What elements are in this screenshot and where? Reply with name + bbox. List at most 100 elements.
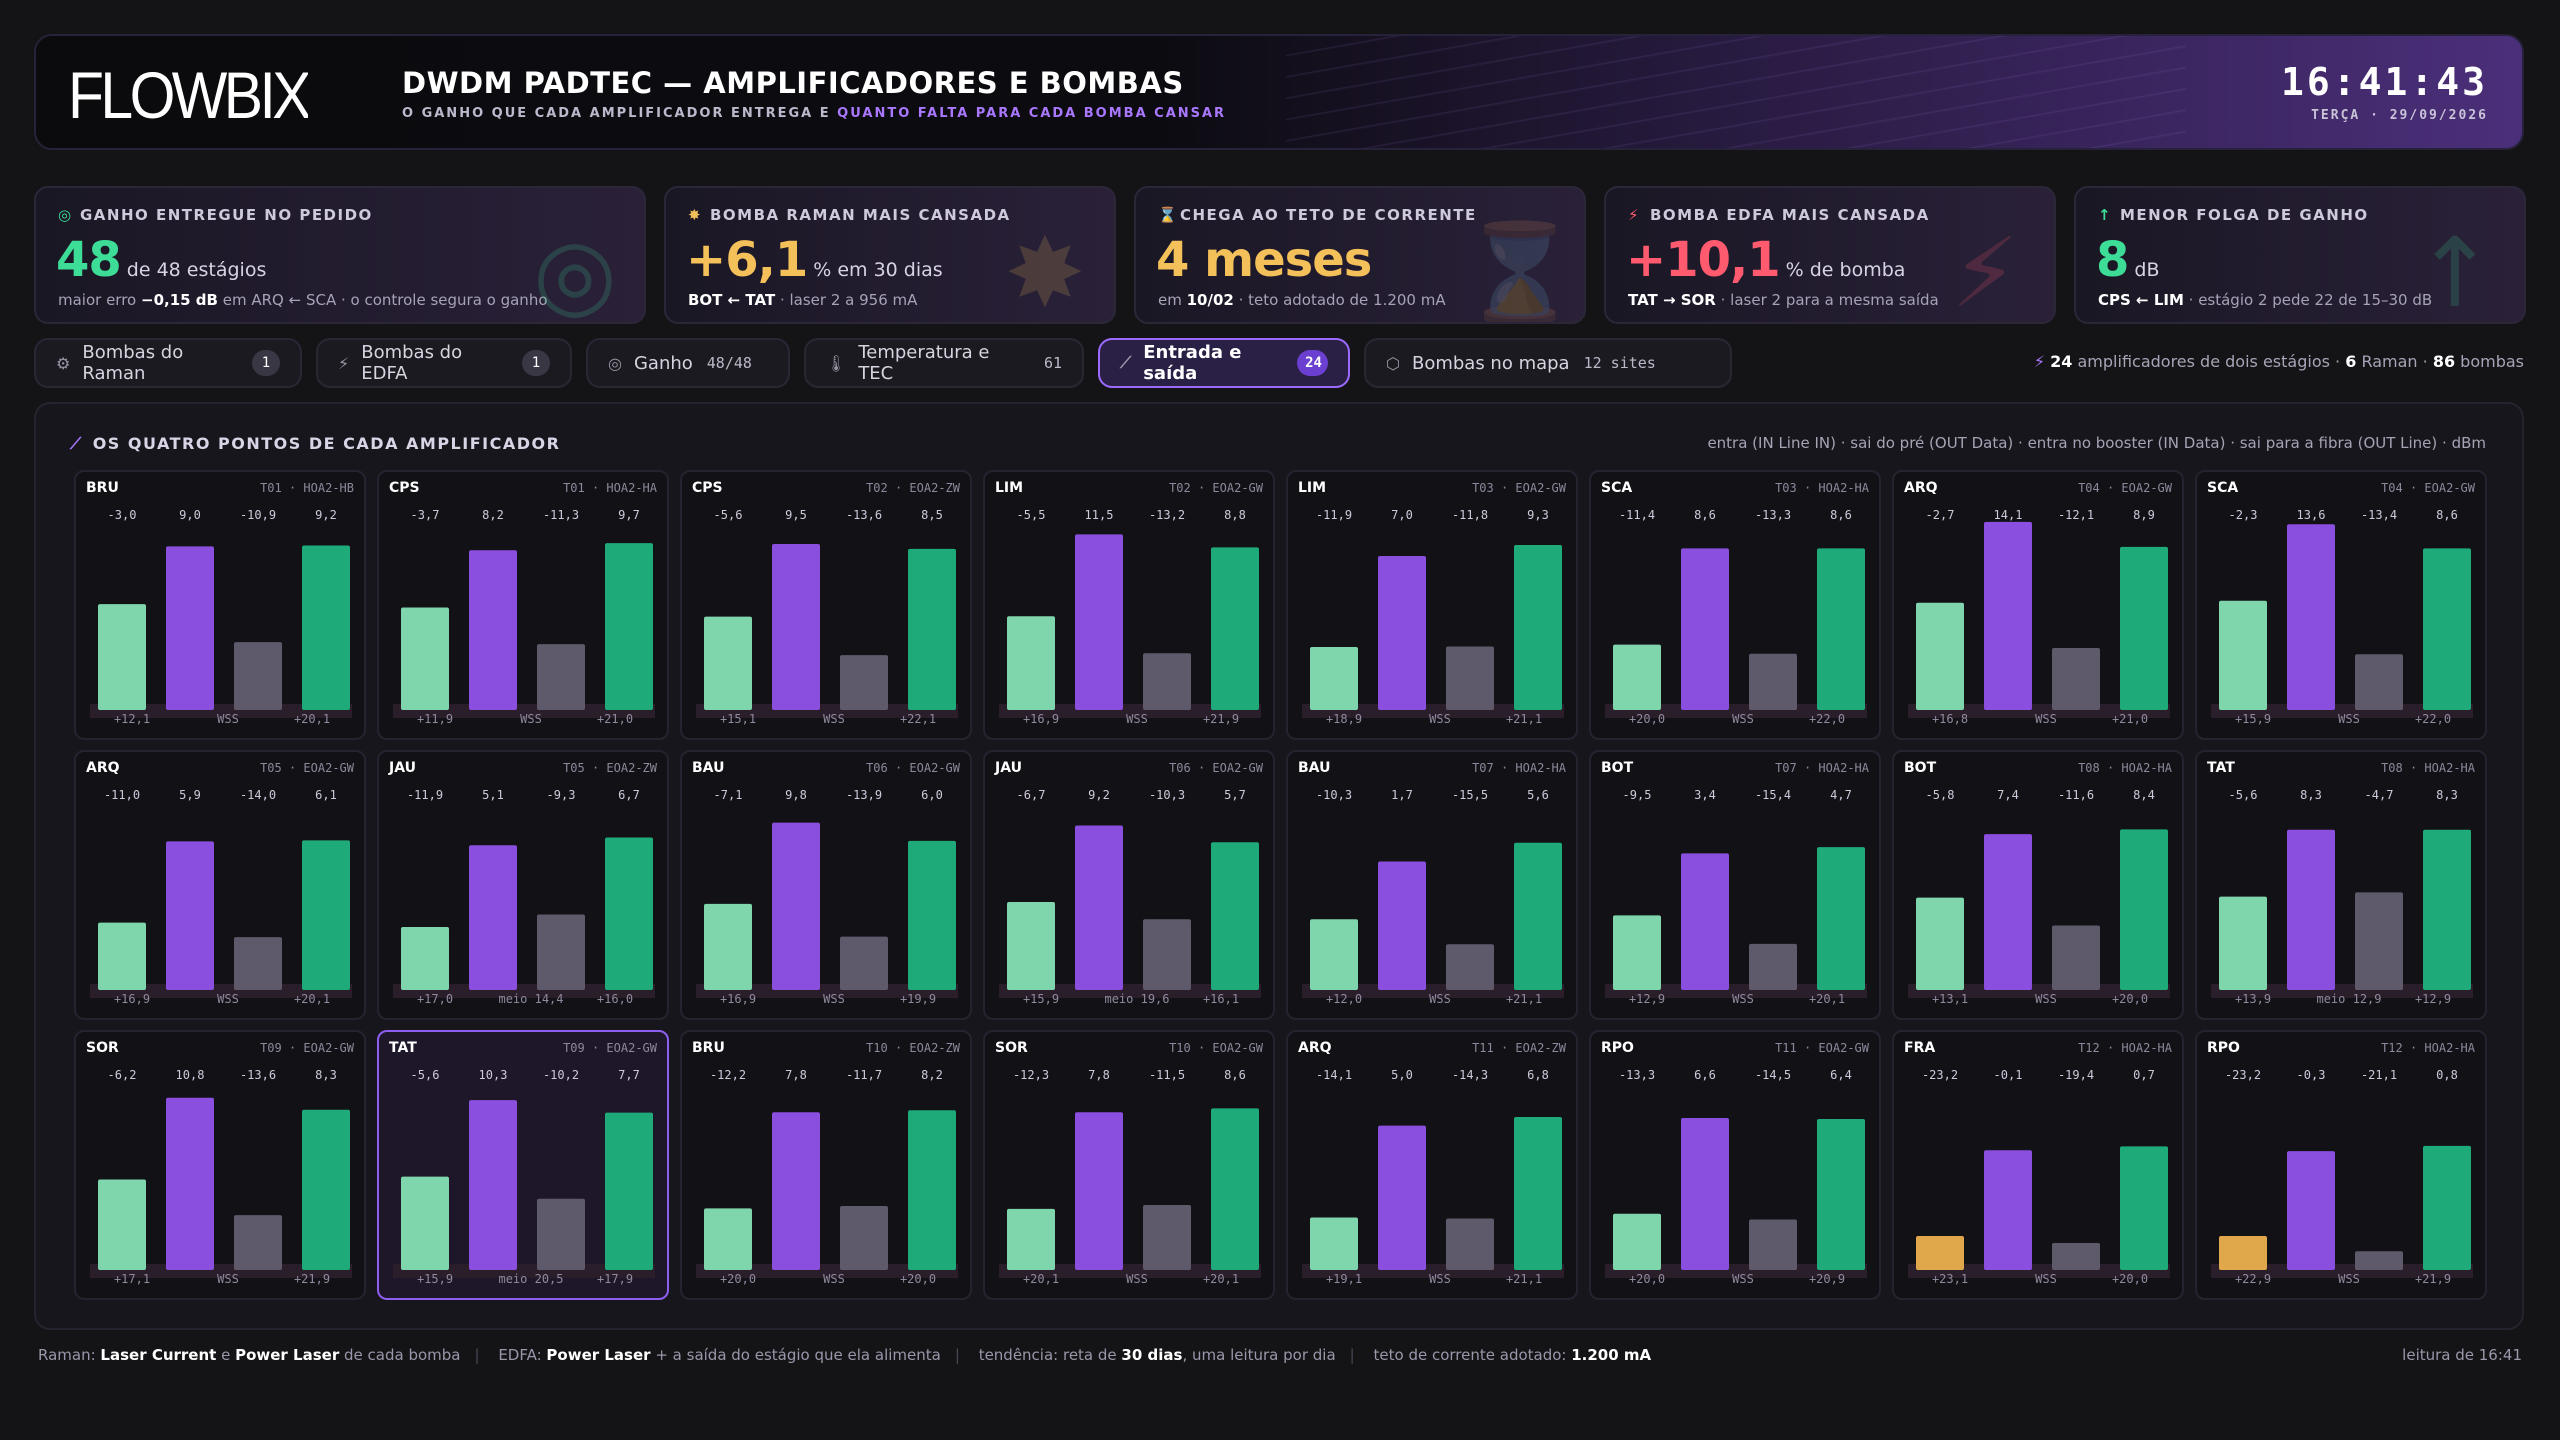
kpi-card[interactable]: ◎ GANHO ENTREGUE NO PEDIDO 48 de 48 estági… — [34, 186, 646, 324]
bar-out-line[interactable] — [2423, 548, 2471, 710]
bar-out-line[interactable] — [302, 840, 350, 990]
amplifier-card[interactable]: SCA T03 · HOA2-HA -11,4 8,6 -13,3 8,6 +20,0 W… — [1589, 470, 1881, 740]
bar-out-data[interactable] — [1681, 853, 1729, 990]
kpi-card[interactable]: ⌛ CHEGA AO TETO DE CORRENTE 4 meses em 10… — [1134, 186, 1586, 324]
kpi-card[interactable]: ↑ MENOR FOLGA DE GANHO 8 dB CPS ← LIM · es… — [2074, 186, 2526, 324]
bar-out-data[interactable] — [2287, 524, 2335, 710]
amplifier-card[interactable]: BOT T08 · HOA2-HA -5,8 7,4 -11,6 8,4 +13,1 WS… — [1892, 750, 2184, 1020]
bar-in-data[interactable] — [234, 937, 282, 990]
bar-in-data[interactable] — [537, 644, 585, 710]
bar-out-line[interactable] — [1817, 847, 1865, 990]
bar-in-data[interactable] — [1143, 1205, 1191, 1270]
bar-in-line-in[interactable] — [98, 604, 146, 710]
bar-out-line[interactable] — [1514, 544, 1562, 710]
bar-out-line[interactable] — [908, 840, 956, 990]
bar-in-line-in[interactable] — [1613, 644, 1661, 710]
amplifier-card[interactable]: BAU T07 · HOA2-HA -10,3 1,7 -15,5 5,6 +12,0 W… — [1286, 750, 1578, 1020]
bar-out-data[interactable] — [772, 544, 820, 710]
bar-out-line[interactable] — [1817, 548, 1865, 710]
bar-in-data[interactable] — [840, 1206, 888, 1270]
bar-out-line[interactable] — [2423, 829, 2471, 990]
tab-bombas-do-raman[interactable]: ⚙ Bombas do Raman 1 — [34, 338, 302, 388]
bar-in-line-in[interactable] — [98, 1179, 146, 1270]
bar-in-line-in[interactable] — [2219, 1236, 2267, 1270]
kpi-card[interactable]: ⚡ BOMBA EDFA MAIS CANSADA +10,1% de bomba… — [1604, 186, 2056, 324]
bar-out-data[interactable] — [1378, 861, 1426, 990]
amplifier-card[interactable]: BOT T07 · HOA2-HA -9,5 3,4 -15,4 4,7 +12,9 WS… — [1589, 750, 1881, 1020]
bar-out-data[interactable] — [469, 1100, 517, 1270]
amplifier-card[interactable]: ARQ T05 · EOA2-GW -11,0 5,9 -14,0 6,1 +16,9 W… — [74, 750, 366, 1020]
bar-out-data[interactable] — [2287, 1151, 2335, 1270]
bar-in-data[interactable] — [2355, 892, 2403, 990]
amplifier-card[interactable]: RPO T11 · EOA2-GW -13,3 6,6 -14,5 6,4 +20,0 W… — [1589, 1030, 1881, 1300]
amplifier-card[interactable]: SCA T04 · EOA2-GW -2,3 13,6 -13,4 8,6 +15,9 W… — [2195, 470, 2487, 740]
bar-out-data[interactable] — [1075, 825, 1123, 990]
tab-bombas-do-edfa[interactable]: ⚡ Bombas do EDFA 1 — [316, 338, 572, 388]
bar-out-line[interactable] — [302, 545, 350, 710]
bar-in-line-in[interactable] — [1916, 602, 1964, 710]
bar-out-line[interactable] — [2120, 1146, 2168, 1270]
bar-in-line-in[interactable] — [704, 903, 752, 990]
bar-out-line[interactable] — [2120, 546, 2168, 710]
bar-in-data[interactable] — [840, 655, 888, 710]
bar-out-data[interactable] — [772, 822, 820, 990]
amplifier-card[interactable]: LIM T02 · EOA2-GW -5,5 11,5 -13,2 8,8 +16,9 W… — [983, 470, 1275, 740]
bar-out-data[interactable] — [166, 546, 214, 710]
bar-in-line-in[interactable] — [1007, 616, 1055, 710]
bar-out-line[interactable] — [1514, 1117, 1562, 1270]
amplifier-card[interactable]: FRA T12 · HOA2-HA -23,2 -0,1 -19,4 0,7 +23,1… — [1892, 1030, 2184, 1300]
bar-out-data[interactable] — [469, 550, 517, 710]
bar-in-line-in[interactable] — [1310, 646, 1358, 710]
bar-in-data[interactable] — [1143, 653, 1191, 710]
bar-out-data[interactable] — [1681, 1117, 1729, 1270]
bar-in-data[interactable] — [1446, 944, 1494, 990]
bar-out-line[interactable] — [605, 837, 653, 990]
amplifier-card[interactable]: JAU T05 · EOA2-ZW -11,9 5,1 -9,3 6,7 +17,0 me… — [377, 750, 669, 1020]
bar-out-data[interactable] — [166, 841, 214, 990]
amplifier-card[interactable]: BRU T10 · EOA2-ZW -12,2 7,8 -11,7 8,2 +20,0 W… — [680, 1030, 972, 1300]
bar-in-line-in[interactable] — [401, 607, 449, 710]
bar-out-line[interactable] — [605, 1112, 653, 1270]
amplifier-card[interactable]: BRU T01 · HOA2-HB -3,0 9,0 -10,9 9,2 +12,1 WS… — [74, 470, 366, 740]
bar-in-line-in[interactable] — [1007, 1208, 1055, 1270]
bar-out-data[interactable] — [1378, 1125, 1426, 1270]
bar-out-line[interactable] — [1211, 842, 1259, 990]
bar-in-data[interactable] — [1749, 1219, 1797, 1270]
amplifier-card[interactable]: TAT T09 · EOA2-GW -5,6 10,3 -10,2 7,7 +15,9 m… — [377, 1030, 669, 1300]
bar-in-line-in[interactable] — [401, 926, 449, 990]
tab-bombas-no-mapa[interactable]: ⬡ Bombas no mapa 12 sites — [1364, 338, 1732, 388]
bar-out-line[interactable] — [1817, 1118, 1865, 1270]
bar-in-line-in[interactable] — [98, 922, 146, 990]
bar-out-line[interactable] — [302, 1109, 350, 1270]
bar-out-data[interactable] — [772, 1112, 820, 1270]
amplifier-card[interactable]: ARQ T04 · EOA2-GW -2,7 14,1 -12,1 8,9 +16,8 W… — [1892, 470, 2184, 740]
bar-out-line[interactable] — [1211, 547, 1259, 710]
bar-in-line-in[interactable] — [1613, 1213, 1661, 1270]
bar-in-data[interactable] — [2052, 925, 2100, 990]
bar-in-data[interactable] — [1749, 943, 1797, 990]
bar-in-line-in[interactable] — [1310, 1217, 1358, 1270]
bar-out-data[interactable] — [1378, 556, 1426, 710]
bar-in-line-in[interactable] — [704, 616, 752, 710]
bar-in-data[interactable] — [2355, 654, 2403, 710]
amplifier-card[interactable]: SOR T10 · EOA2-GW -12,3 7,8 -11,5 8,6 +20,1 W… — [983, 1030, 1275, 1300]
bar-out-line[interactable] — [1514, 842, 1562, 990]
amplifier-card[interactable]: CPS T01 · HOA2-HA -3,7 8,2 -11,3 9,7 +11,9 WS… — [377, 470, 669, 740]
bar-out-data[interactable] — [2287, 829, 2335, 990]
bar-out-line[interactable] — [1211, 1108, 1259, 1270]
tab-temperatura-e-tec[interactable]: 🌡 Temperatura e TEC 61 — [804, 338, 1084, 388]
bar-in-data[interactable] — [1446, 1218, 1494, 1270]
amplifier-card[interactable]: TAT T08 · HOA2-HA -5,6 8,3 -4,7 8,3 +13,9 mei… — [2195, 750, 2487, 1020]
bar-in-data[interactable] — [537, 1198, 585, 1270]
bar-in-line-in[interactable] — [1916, 897, 1964, 990]
bar-in-data[interactable] — [2355, 1251, 2403, 1270]
bar-in-data[interactable] — [1749, 653, 1797, 710]
bar-out-data[interactable] — [1075, 1112, 1123, 1270]
bar-in-line-in[interactable] — [704, 1208, 752, 1270]
bar-out-line[interactable] — [908, 548, 956, 710]
bar-in-data[interactable] — [840, 936, 888, 990]
bar-in-line-in[interactable] — [1916, 1236, 1964, 1270]
kpi-card[interactable]: ✸ BOMBA RAMAN MAIS CANSADA +6,1% em 30 di… — [664, 186, 1116, 324]
amplifier-card[interactable]: SOR T09 · EOA2-GW -6,2 10,8 -13,6 8,3 +17,1 W… — [74, 1030, 366, 1300]
bar-out-data[interactable] — [166, 1097, 214, 1270]
